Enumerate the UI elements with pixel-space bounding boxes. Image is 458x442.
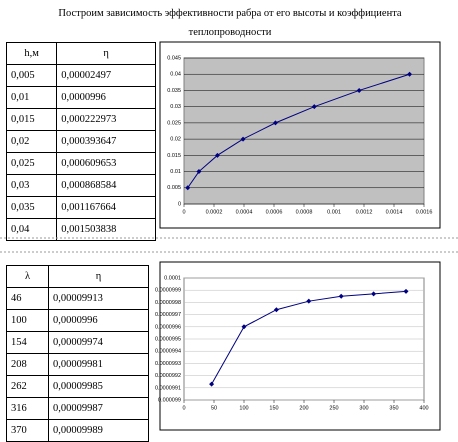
row: 0,005 0,00002497 bbox=[5, 64, 156, 87]
x-tick-label: 400 bbox=[419, 405, 428, 411]
marker bbox=[356, 87, 362, 93]
cell: 154 bbox=[5, 331, 50, 354]
table: λ η 46 0,00009913 100 0,0000996 154 0,00009974 2… bbox=[5, 265, 149, 442]
row: 0,025 0,000609653 bbox=[5, 152, 156, 175]
y-tick-label: 0.005 bbox=[167, 185, 181, 191]
y-tick-label: 0.015 bbox=[167, 153, 181, 159]
x-tick-label: 100 bbox=[239, 405, 248, 411]
table: h,м η 0,005 0,00002497 0,01 0,0000996 0,015 0,0… bbox=[5, 42, 156, 241]
marker bbox=[196, 169, 202, 175]
y-tick-label: 0.0000996 bbox=[155, 324, 181, 330]
marker bbox=[306, 298, 312, 304]
x-tick-label: 0 bbox=[182, 209, 185, 215]
y-tick-label: 0.0000999 bbox=[155, 288, 181, 294]
x-tick-label: 0.0006 bbox=[266, 209, 283, 215]
y-tick-label: 0.0001 bbox=[164, 275, 181, 281]
x-tick-label: 250 bbox=[329, 405, 338, 411]
x-tick-label: 0.0012 bbox=[356, 209, 373, 215]
x-tick-label: 150 bbox=[269, 405, 278, 411]
y-tick-label: 0.0000997 bbox=[155, 312, 181, 318]
title: Построим зависимость эффективности рабра… bbox=[58, 8, 402, 38]
x-tick-label: 0.0014 bbox=[386, 209, 403, 215]
x-tick-label: 200 bbox=[299, 405, 308, 411]
x-tick-label: 0.001 bbox=[327, 209, 341, 215]
marker bbox=[209, 381, 215, 387]
marker bbox=[240, 136, 246, 142]
y-tick-label: 0.045 bbox=[167, 55, 181, 61]
x-tick-label: 0.0002 bbox=[206, 209, 223, 215]
y-tick-label: 0.04 bbox=[170, 72, 181, 78]
row: 370 0,00009989 bbox=[5, 419, 149, 442]
row: 154 0,00009974 bbox=[5, 331, 149, 354]
cell: 0,001503838 bbox=[56, 218, 156, 241]
marker bbox=[371, 291, 377, 297]
y-tick-label: 0.02 bbox=[170, 137, 181, 143]
y-tick-label: 0.03 bbox=[170, 104, 181, 110]
x-tick-label: 0.0016 bbox=[416, 209, 433, 215]
header-cell: h,м bbox=[5, 42, 58, 65]
y-tick-label: 0.0000995 bbox=[155, 336, 181, 342]
y-tick-label: 0.0000994 bbox=[155, 349, 181, 355]
header-cell: λ bbox=[5, 265, 50, 288]
row: 0,04 0,001503838 bbox=[5, 218, 156, 241]
y-tick-label: 0.025 bbox=[167, 120, 181, 126]
y-tick-label: 0.035 bbox=[167, 88, 181, 94]
y-tick-label: 0.0000991 bbox=[155, 385, 181, 391]
marker bbox=[311, 104, 317, 110]
row: h,м η bbox=[5, 42, 156, 65]
marker bbox=[403, 288, 409, 294]
series-line bbox=[187, 73, 410, 189]
y-tick-label: 0 bbox=[178, 201, 181, 207]
cell: 0,03 bbox=[5, 174, 58, 197]
row: 0,035 0,001167664 bbox=[5, 196, 156, 219]
row: 0,02 0,000393647 bbox=[5, 130, 156, 153]
y-tick-label: 0.0000992 bbox=[155, 373, 181, 379]
y-tick-label: 0.0000998 bbox=[155, 300, 181, 306]
marker bbox=[272, 120, 278, 126]
row: 208 0,00009981 bbox=[5, 353, 149, 376]
x-tick-label: 0.0004 bbox=[236, 209, 253, 215]
x-tick-label: 350 bbox=[389, 405, 398, 411]
marker bbox=[338, 293, 344, 299]
plot-area bbox=[183, 57, 425, 205]
y-tick-label: 0.01 bbox=[170, 169, 181, 175]
row: 0,015 0,000222973 bbox=[5, 108, 156, 131]
x-tick-label: 0 bbox=[182, 405, 185, 411]
marker bbox=[407, 71, 413, 77]
marker bbox=[273, 307, 279, 313]
marker bbox=[214, 152, 220, 158]
marker bbox=[185, 185, 191, 191]
x-tick-label: 50 bbox=[211, 405, 217, 411]
row: 316 0,00009987 bbox=[5, 397, 149, 420]
y-tick-label: 0.000099 bbox=[158, 397, 181, 403]
cell: 0,04 bbox=[5, 218, 58, 241]
y-tick-label: 0.0000993 bbox=[155, 361, 181, 367]
x-tick-label: 0.0008 bbox=[296, 209, 313, 215]
marker bbox=[241, 324, 247, 330]
row: 100 0,0000996 bbox=[5, 309, 149, 332]
x-tick-label: 300 bbox=[359, 405, 368, 411]
